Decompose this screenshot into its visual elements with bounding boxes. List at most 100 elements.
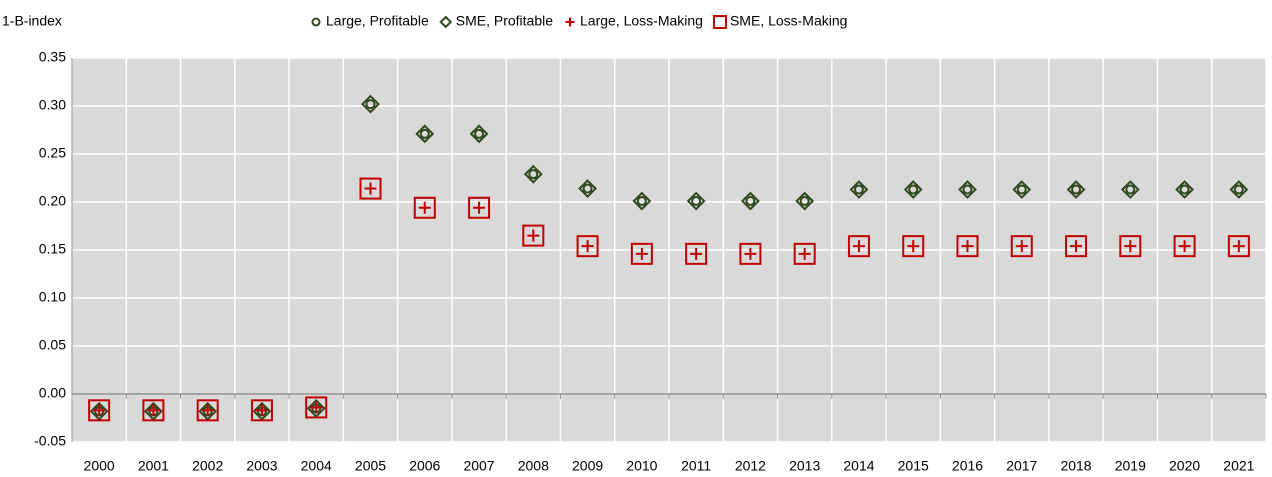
y-tick-label: 0.30 [39, 97, 66, 113]
y-tick-label: 0.20 [39, 193, 66, 209]
marker [1229, 180, 1249, 199]
marker [739, 242, 762, 265]
marker [201, 404, 214, 417]
marker [962, 184, 973, 195]
x-tick-label: 2010 [626, 458, 657, 474]
marker [958, 180, 977, 199]
marker [305, 396, 328, 419]
marker [852, 240, 865, 253]
marker [88, 399, 111, 422]
marker [1173, 235, 1196, 258]
x-tick-label: 2002 [192, 458, 223, 474]
marker [474, 128, 485, 139]
marker [93, 404, 106, 417]
x-tick-label: 2018 [1060, 458, 1091, 474]
marker [147, 404, 160, 417]
marker [361, 94, 380, 114]
x-tick-label: 2021 [1223, 458, 1254, 474]
x-tick-label: 2003 [246, 458, 277, 474]
marker [903, 180, 923, 199]
marker [1066, 180, 1086, 199]
marker [468, 196, 491, 219]
marker [745, 196, 756, 207]
x-tick-label: 2017 [1006, 458, 1037, 474]
marker [359, 177, 382, 200]
x-tick-label: 2004 [301, 458, 332, 474]
marker [252, 401, 272, 421]
y-tick-label: 0.15 [39, 241, 66, 257]
marker [198, 401, 218, 421]
marker [1016, 184, 1027, 195]
marker [1012, 180, 1032, 199]
x-tick-label: 2007 [463, 458, 494, 474]
marker [1119, 235, 1142, 258]
marker [523, 164, 543, 184]
marker [630, 242, 653, 265]
x-tick-label: 2013 [789, 458, 820, 474]
marker [847, 235, 870, 258]
marker [1125, 184, 1136, 195]
marker [419, 128, 430, 139]
marker [690, 247, 703, 260]
marker [255, 404, 268, 417]
marker [413, 196, 436, 219]
marker [908, 184, 919, 195]
marker [1178, 240, 1191, 253]
legend-marker [439, 15, 453, 29]
legend-label: Large, Loss-Making [580, 13, 703, 29]
marker [142, 399, 165, 422]
marker [250, 399, 273, 422]
x-tick-label: 2019 [1115, 458, 1146, 474]
marker [686, 191, 706, 211]
x-tick-label: 2005 [355, 458, 386, 474]
x-tick-label: 2020 [1169, 458, 1200, 474]
x-tick-label: 2001 [138, 458, 169, 474]
legend-marker [311, 17, 321, 27]
marker [365, 99, 376, 110]
marker [956, 235, 979, 258]
marker [902, 235, 925, 258]
marker [632, 191, 652, 211]
y-tick-label: 0.05 [39, 337, 66, 353]
y-tick-label: 0.25 [39, 145, 66, 161]
x-tick-label: 2011 [681, 458, 711, 474]
marker [143, 401, 163, 421]
legend-label: SME, Loss-Making [730, 13, 847, 29]
y-tick-label: -0.05 [34, 433, 66, 449]
marker [1175, 180, 1195, 199]
marker [527, 229, 540, 242]
marker [1070, 240, 1083, 253]
marker [744, 247, 757, 260]
marker [581, 240, 594, 253]
marker [691, 196, 702, 207]
marker [1120, 180, 1140, 199]
marker [793, 242, 816, 265]
marker [1227, 235, 1250, 258]
marker [473, 201, 486, 214]
marker [798, 247, 811, 260]
marker [685, 242, 708, 265]
legend-label: Large, Profitable [326, 13, 429, 29]
marker [415, 124, 435, 144]
marker [576, 235, 599, 258]
marker [1015, 240, 1028, 253]
marker [306, 398, 326, 418]
marker [1233, 184, 1244, 195]
marker [853, 184, 864, 195]
marker [582, 183, 593, 194]
marker [740, 191, 760, 211]
marker [1179, 184, 1190, 195]
x-tick-label: 2008 [518, 458, 549, 474]
x-tick-label: 2000 [84, 458, 115, 474]
marker [1071, 184, 1082, 195]
marker [310, 401, 323, 414]
marker [907, 240, 920, 253]
marker [799, 196, 810, 207]
marker [469, 124, 489, 144]
marker [795, 191, 815, 211]
marker [418, 201, 431, 214]
x-tick-label: 2012 [735, 458, 766, 474]
marker [1065, 235, 1088, 258]
marker [196, 399, 219, 422]
